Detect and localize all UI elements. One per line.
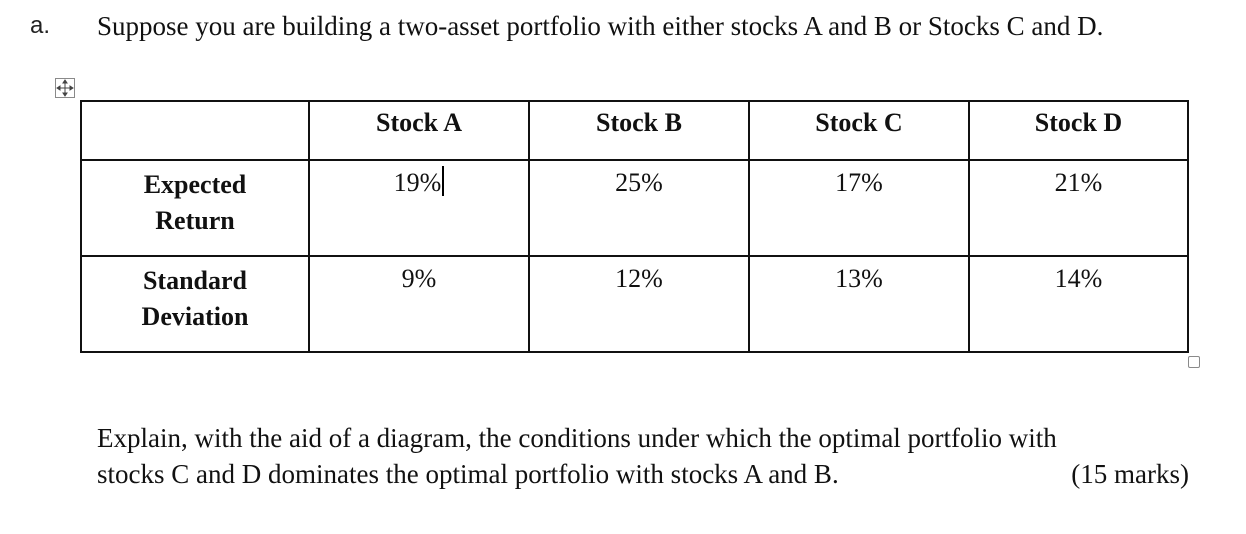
value-stock-c-expected-return: 17% (835, 168, 883, 197)
row-label-line1: Standard (142, 266, 248, 295)
text-cursor (442, 166, 445, 196)
header-label-stock-c: Stock C (815, 108, 903, 137)
question-text: Suppose you are building a two-asset por… (97, 11, 1104, 41)
row-label-line1: Expected (143, 170, 247, 199)
header-label-empty (82, 102, 308, 108)
prompt-line2-row: stocks C and D dominates the optimal por… (97, 456, 1189, 492)
value-stock-b-expected-return: 25% (615, 168, 663, 197)
cell-stock-b-standard-deviation[interactable]: 12% (528, 255, 750, 353)
row-label-line2: Deviation (141, 302, 249, 331)
table-move-handle[interactable] (55, 78, 75, 98)
cell-stock-c-standard-deviation[interactable]: 13% (748, 255, 970, 353)
header-label-stock-d: Stock D (1034, 108, 1123, 137)
table-row-standard-deviation: Standard Deviation 9% 12% 13% 14% (80, 255, 1189, 353)
cell-stock-b-expected-return[interactable]: 25% (528, 159, 750, 257)
cell-stock-c-expected-return[interactable]: 17% (748, 159, 970, 257)
header-cell-stock-b[interactable]: Stock B (528, 100, 750, 161)
row-label-cell-expected-return[interactable]: Expected Return (80, 159, 310, 257)
cell-stock-d-standard-deviation[interactable]: 14% (968, 255, 1189, 353)
value-stock-d-expected-return: 21% (1054, 168, 1103, 197)
value-stock-d-standard-deviation: 14% (1054, 264, 1103, 293)
cell-stock-a-standard-deviation[interactable]: 9% (308, 255, 530, 353)
header-cell-stock-c[interactable]: Stock C (748, 100, 970, 161)
prompt-line1: Explain, with the aid of a diagram, the … (97, 423, 1057, 453)
marks-label: (15 marks) (1071, 459, 1189, 489)
move-arrows-icon (56, 79, 74, 97)
value-stock-a-expected-return: 19% (393, 168, 442, 197)
header-cell-stock-d[interactable]: Stock D (968, 100, 1189, 161)
table-header-row: Stock A Stock B Stock C Stock D (80, 100, 1189, 161)
value-stock-a-standard-deviation: 9% (401, 264, 437, 293)
value-stock-c-standard-deviation: 13% (835, 264, 883, 293)
row-label-line2: Return (155, 206, 235, 235)
table-row-expected-return: Expected Return 19% 25% 17% 21% (80, 159, 1189, 257)
header-cell-stock-a[interactable]: Stock A (308, 100, 530, 161)
row-label-expected-return: Expected Return (82, 161, 308, 239)
stocks-table: Stock A Stock B Stock C Stock D Expected… (80, 100, 1189, 353)
value-stock-b-standard-deviation: 12% (615, 264, 663, 293)
header-label-stock-a: Stock A (376, 108, 462, 137)
question-marker: a. (30, 12, 51, 39)
resize-square-icon[interactable] (1188, 356, 1200, 368)
row-label-cell-standard-deviation[interactable]: Standard Deviation (80, 255, 310, 353)
cell-stock-d-expected-return[interactable]: 21% (968, 159, 1189, 257)
header-cell-empty[interactable] (80, 100, 310, 161)
header-label-stock-b: Stock B (596, 108, 682, 137)
row-label-standard-deviation: Standard Deviation (82, 257, 308, 335)
cell-stock-a-expected-return[interactable]: 19% (308, 159, 530, 257)
prompt-line2: stocks C and D dominates the optimal por… (97, 459, 839, 489)
prompt-paragraph: Explain, with the aid of a diagram, the … (97, 420, 1189, 492)
